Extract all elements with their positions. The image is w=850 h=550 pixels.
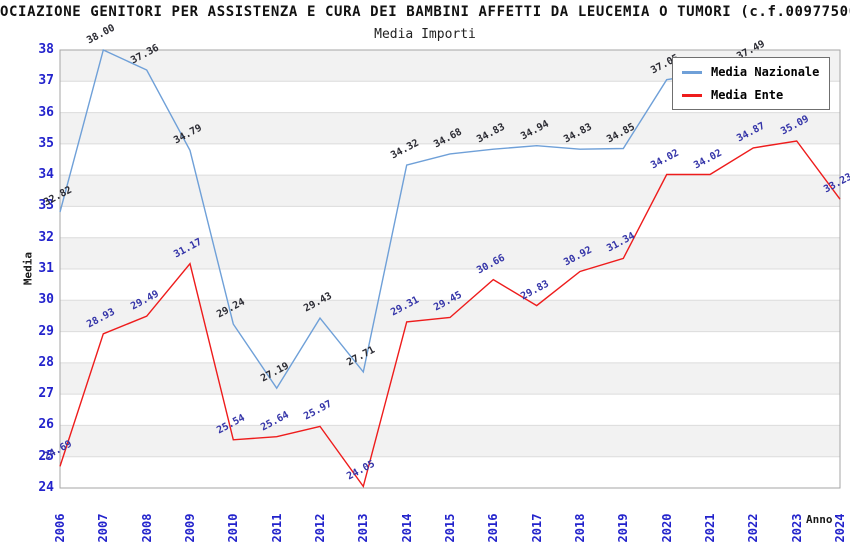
legend-item-media-nazionale: Media Nazionale <box>682 65 819 79</box>
nazionale-line-sample-icon <box>682 70 702 74</box>
legend-label: Media Ente <box>711 88 784 102</box>
media-ente-line <box>59 140 841 489</box>
media-nazionale-line <box>59 49 754 390</box>
legend-box: Media Nazionale Media Ente <box>672 57 831 110</box>
legend-label: Media Nazionale <box>711 65 820 79</box>
legend-item-media-ente: Media Ente <box>682 88 819 102</box>
x-axis-title: Anno <box>806 513 833 526</box>
chart-subtitle: Media Importi <box>374 27 476 42</box>
chart-main-title: OCIAZIONE GENITORI PER ASSISTENZA E CURA… <box>0 4 850 20</box>
ente-line-sample-icon <box>682 93 702 97</box>
